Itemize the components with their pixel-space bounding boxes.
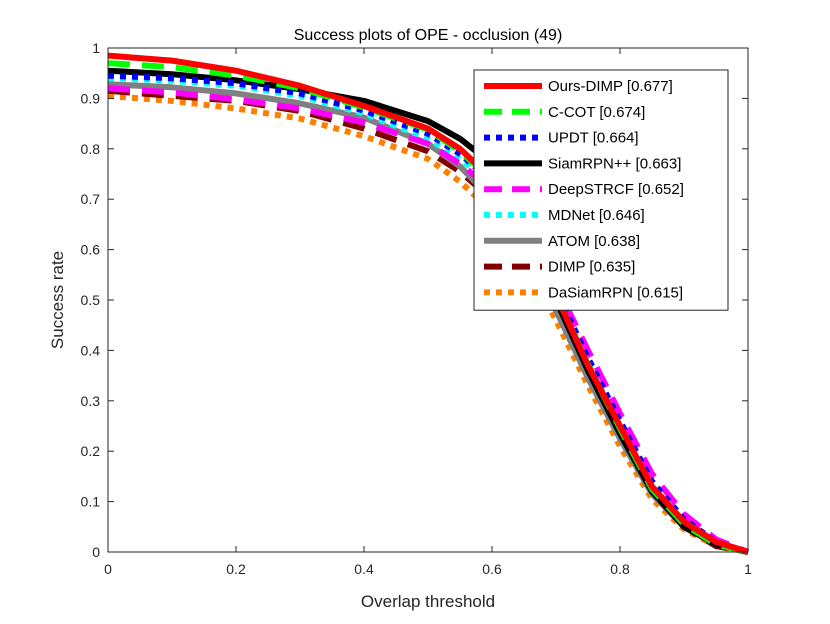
y-tick-label: 0.1 [81, 494, 101, 510]
legend-label-2: UPDT [0.664] [548, 130, 639, 147]
y-tick-label: 0.5 [81, 292, 101, 308]
y-axis-label: Success rate [48, 251, 67, 349]
y-tick-label: 0 [92, 544, 100, 560]
x-tick-label: 0.8 [610, 561, 630, 577]
x-tick-label: 0.4 [354, 561, 374, 577]
series-line-4 [107, 85, 750, 555]
legend-label-7: DIMP [0.635] [548, 259, 635, 276]
y-tick-label: 0.3 [81, 393, 101, 409]
chart-title: Success plots of OPE - occlusion (49) [294, 27, 563, 44]
y-tick-label: 0.9 [81, 90, 101, 106]
y-tick-label: 0.6 [81, 242, 101, 258]
y-tick-label: 0.2 [81, 443, 101, 459]
x-tick-label: 1 [744, 561, 752, 577]
legend-label-8: DaSiamRPN [0.615] [548, 284, 683, 301]
y-tick-label: 0.8 [81, 141, 101, 157]
legend-label-5: MDNet [0.646] [548, 207, 645, 224]
legend: Ours-DIMP [0.677] C-COT [0.674] UPDT [0.66… [473, 69, 729, 311]
legend-label-6: ATOM [0.638] [548, 233, 640, 250]
y-tick-label: 0.7 [81, 191, 101, 207]
legend-label-0: Ours-DIMP [0.677] [548, 78, 673, 95]
x-tick-label: 0.2 [226, 561, 246, 577]
legend-label-1: C-COT [0.674] [548, 104, 645, 121]
y-tick-label: 0.4 [81, 342, 101, 358]
y-tick-label: 1 [92, 40, 100, 56]
x-tick-label: 0.6 [482, 561, 502, 577]
series-line-8 [107, 92, 749, 555]
x-axis-label: Overlap threshold [361, 592, 495, 611]
legend-label-4: DeepSTRCF [0.652] [548, 181, 684, 198]
legend-label-3: SiamRPN++ [0.663] [548, 155, 681, 172]
x-tick-label: 0 [104, 561, 112, 577]
ticks-layer: 0 0.2 0.4 0.6 0.8 1 0 0.1 0.2 0.3 0.4 0.5 0.6 0.7 0.8 0… [81, 40, 753, 577]
